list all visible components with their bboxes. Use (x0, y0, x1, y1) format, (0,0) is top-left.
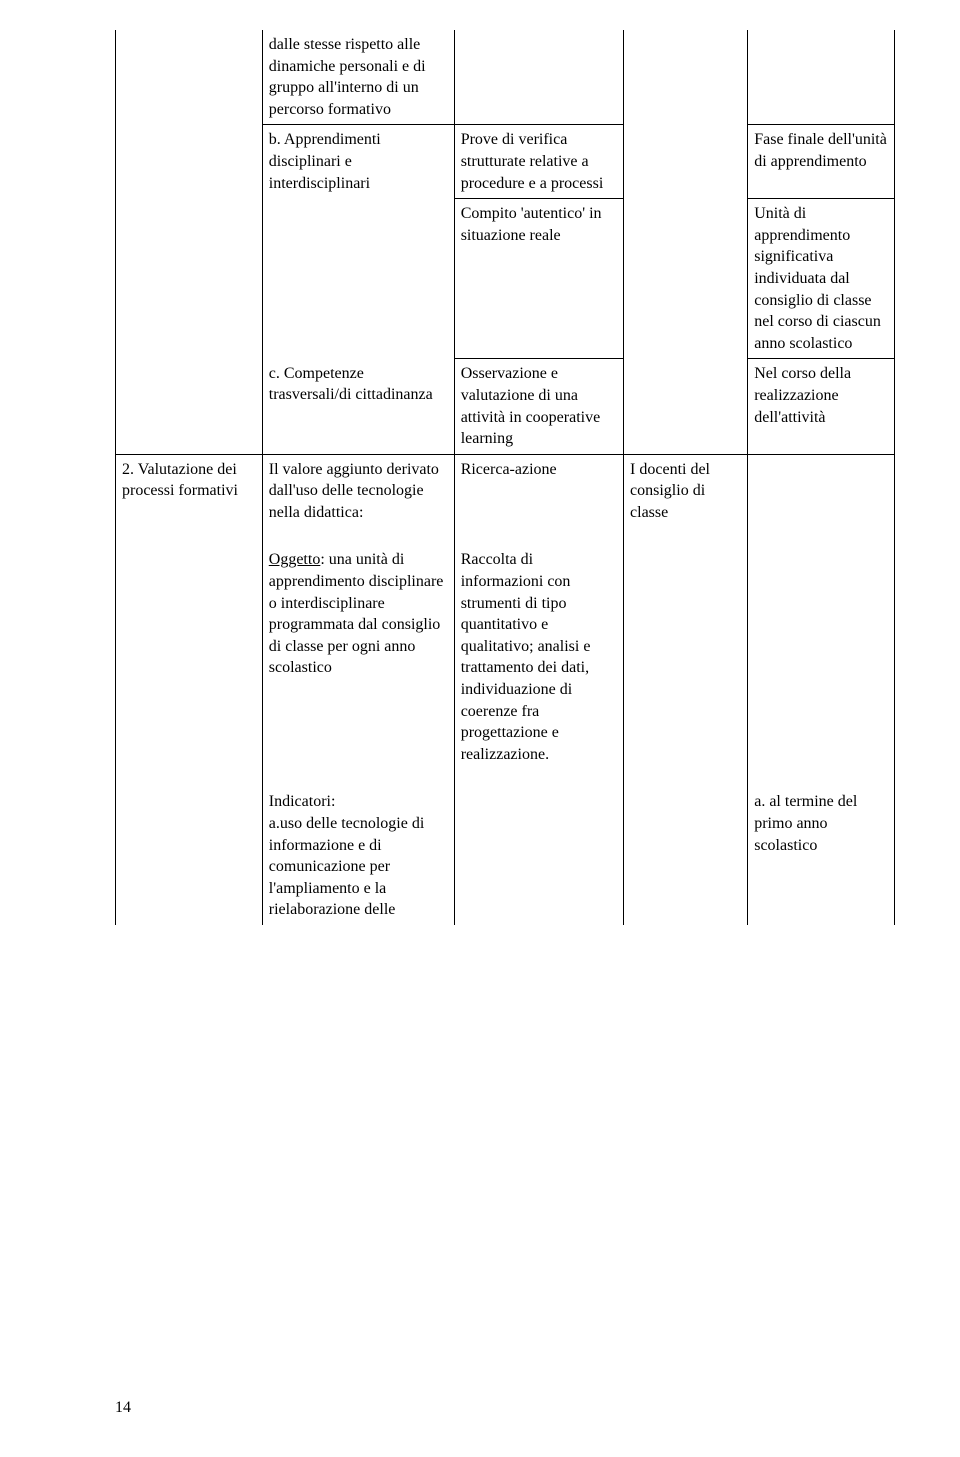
cell-r1-c1 (116, 30, 263, 125)
cell-r3-c4 (624, 199, 748, 359)
cell-r6-c2: Oggetto: una unità di apprendimento disc… (262, 545, 454, 787)
cell-r2-c4 (624, 125, 748, 199)
text-r2-c2: b. Apprendimenti disciplinari e interdis… (269, 131, 381, 191)
cell-r7-c1 (116, 787, 263, 925)
cell-r5-c2: Il valore aggiunto derivato dall'uso del… (262, 454, 454, 545)
cell-r6-c3: Raccolta di informazioni con strumenti d… (454, 545, 623, 787)
cell-r1-c5 (748, 30, 895, 125)
document-table: dalle stesse rispetto alle dinamiche per… (115, 30, 895, 925)
cell-r2-c2: b. Apprendimenti disciplinari e interdis… (262, 125, 454, 199)
cell-r6-c1 (116, 545, 263, 787)
text-r4-c2: c. Competenze trasversali/di cittadinanz… (269, 365, 433, 404)
cell-r2-c1 (116, 125, 263, 199)
cell-r4-c1 (116, 359, 263, 454)
text-r5-c2: Il valore aggiunto derivato dall'uso del… (269, 461, 439, 521)
text-r2-c5: Fase finale dell'unità di apprendimento (754, 131, 887, 170)
cell-r6-c5 (748, 545, 895, 787)
text-r6-c2a: Oggetto (269, 551, 321, 568)
cell-r7-c3 (454, 787, 623, 925)
text-r5-c1: 2. Valutazione dei processi formativi (122, 461, 238, 500)
cell-r7-c2: Indicatori: a.uso delle tecnologie di in… (262, 787, 454, 925)
cell-r1-c4 (624, 30, 748, 125)
text-r5-c3: Ricerca-azione (461, 461, 557, 478)
text-r7-c5: a. al termine del primo anno scolastico (754, 793, 857, 853)
text-r7-c2a: Indicatori: (269, 791, 448, 813)
text-r4-c3: Osservazione e valutazione di una attivi… (461, 365, 601, 447)
cell-r5-c5 (748, 454, 895, 545)
cell-r7-c4 (624, 787, 748, 925)
cell-r4-c2: c. Competenze trasversali/di cittadinanz… (262, 359, 454, 454)
cell-r7-c5: a. al termine del primo anno scolastico (748, 787, 895, 925)
cell-r6-c4 (624, 545, 748, 787)
page-number: 14 (115, 1399, 131, 1417)
text-r7-c2b: a.uso delle tecnologie di informazione e… (269, 813, 448, 921)
cell-r3-c2 (262, 199, 454, 359)
cell-r1-c3 (454, 30, 623, 125)
text-r6-c2b: : una unità di apprendimento disciplinar… (269, 551, 444, 676)
text-r5-c4: I docenti del consiglio di classe (630, 461, 710, 521)
cell-r5-c4: I docenti del consiglio di classe (624, 454, 748, 545)
cell-r1-c2: dalle stesse rispetto alle dinamiche per… (262, 30, 454, 125)
cell-r4-c3: Osservazione e valutazione di una attivi… (454, 359, 623, 454)
text-r6-c3: Raccolta di informazioni con strumenti d… (461, 551, 591, 762)
cell-r2-c3: Prove di verifica strutturate relative a… (454, 125, 623, 199)
text-r4-c5: Nel corso della realizzazione dell'attiv… (754, 365, 851, 425)
cell-r5-c1: 2. Valutazione dei processi formativi (116, 454, 263, 545)
text-r1-c2: dalle stesse rispetto alle dinamiche per… (269, 36, 426, 118)
text-r3-c5: Unità di apprendimento significativa ind… (754, 205, 881, 352)
text-r3-c3: Compito 'autentico' in situazione reale (461, 205, 602, 244)
cell-r4-c5: Nel corso della realizzazione dell'attiv… (748, 359, 895, 454)
cell-r3-c1 (116, 199, 263, 359)
cell-r4-c4 (624, 359, 748, 454)
cell-r3-c3: Compito 'autentico' in situazione reale (454, 199, 623, 359)
text-r2-c3: Prove di verifica strutturate relative a… (461, 131, 604, 191)
cell-r2-c5: Fase finale dell'unità di apprendimento (748, 125, 895, 199)
cell-r3-c5: Unità di apprendimento significativa ind… (748, 199, 895, 359)
cell-r5-c3: Ricerca-azione (454, 454, 623, 545)
